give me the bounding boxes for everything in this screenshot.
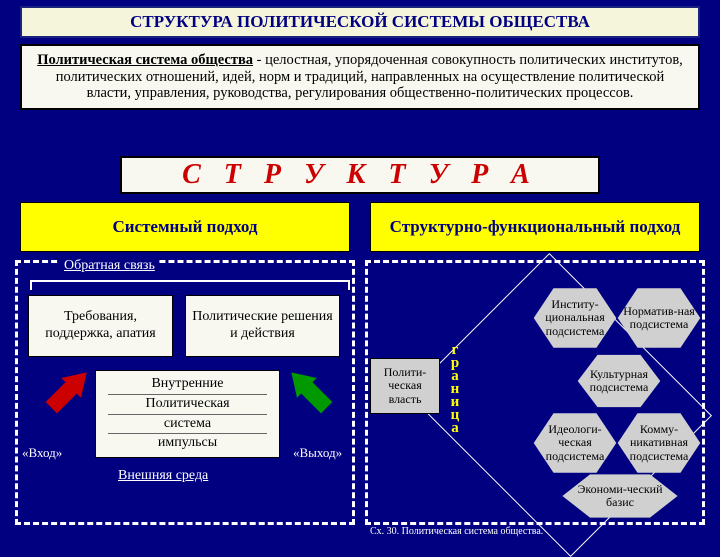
- approach-functional: Структурно-функциональный подход: [370, 202, 700, 252]
- label-input: «Вход»: [22, 445, 62, 461]
- petal-center: Полити-ческая власть: [370, 358, 440, 414]
- definition-lead: Политическая система общества: [37, 52, 253, 68]
- label-environment: Внешняя среда: [118, 468, 208, 484]
- figure-caption: Сх. 30. Политическая система общества.: [370, 526, 543, 537]
- box-requirements: Требования, поддержка, апатия: [28, 295, 173, 357]
- feedback-line: [30, 280, 350, 290]
- structura-text: С Т Р У К Т У Р А: [182, 159, 538, 191]
- feedback-label: Обратная связь: [60, 258, 159, 274]
- box-system: Внутренние Политическая система импульсы: [95, 370, 280, 458]
- main-title: СТРУКТУРА ПОЛИТИЧЕСКОЙ СИСТЕМЫ ОБЩЕСТВА: [20, 6, 700, 38]
- border-label: граница: [446, 342, 463, 433]
- structura-banner: С Т Р У К Т У Р А: [120, 156, 600, 194]
- title-text: СТРУКТУРА ПОЛИТИЧЕСКОЙ СИСТЕМЫ ОБЩЕСТВА: [130, 12, 590, 32]
- approach-systemic: Системный подход: [20, 202, 350, 252]
- label-output: «Выход»: [293, 445, 342, 461]
- box-decisions: Политические решения и действия: [185, 295, 340, 357]
- definition-box: Политическая система общества - целостна…: [20, 44, 700, 110]
